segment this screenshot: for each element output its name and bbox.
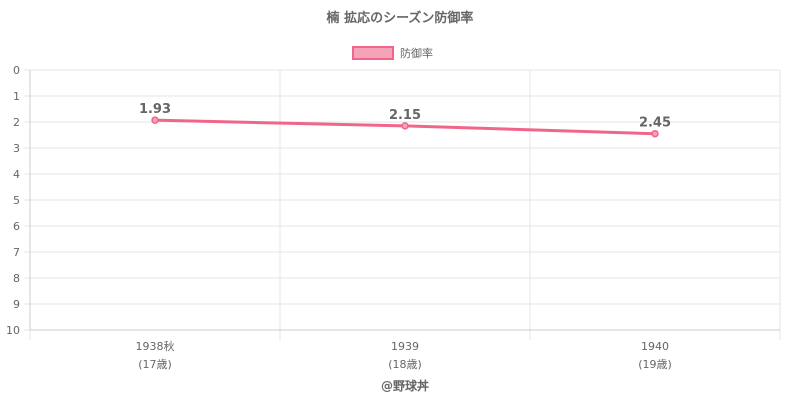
legend-swatch <box>352 46 394 60</box>
data-label: 2.15 <box>389 108 421 123</box>
legend[interactable]: 防御率 <box>352 46 433 60</box>
y-tick-label: 6 <box>13 220 20 233</box>
x-tick-label: (19歳) <box>638 358 672 371</box>
legend-label: 防御率 <box>400 46 433 60</box>
gridlines <box>24 69 781 340</box>
y-tick-label: 9 <box>13 298 20 311</box>
y-tick-label: 7 <box>13 246 20 259</box>
data-label: 1.93 <box>139 102 171 117</box>
y-tick-label: 8 <box>13 272 20 285</box>
y-axis-ticks: 0 1 2 3 4 5 6 7 8 9 10 <box>6 64 20 337</box>
x-tick-label: 1939 <box>391 340 419 353</box>
x-tick-label: (17歳) <box>138 358 172 371</box>
y-tick-label: 10 <box>6 324 20 337</box>
credit-text: @野球丼 <box>381 378 429 393</box>
x-tick-label: 1938秋 <box>136 339 175 353</box>
chart-title: 楠 拡応のシーズン防御率 <box>326 10 474 26</box>
data-label: 2.45 <box>639 116 671 131</box>
data-point <box>401 122 409 130</box>
series-layer: 1.93 2.15 2.45 <box>139 102 671 138</box>
y-tick-label: 3 <box>13 142 20 155</box>
y-tick-label: 4 <box>13 168 20 181</box>
data-point <box>151 116 159 124</box>
y-tick-label: 2 <box>13 116 20 129</box>
x-tick-label: (18歳) <box>388 358 422 371</box>
x-tick-label: 1940 <box>641 340 669 353</box>
y-tick-label: 1 <box>13 90 20 103</box>
y-tick-label: 5 <box>13 194 20 207</box>
x-axis-ticks: 1938秋 (17歳) 1939 (18歳) 1940 (19歳) <box>136 339 672 371</box>
y-tick-label: 0 <box>13 64 20 77</box>
data-point <box>651 129 659 138</box>
